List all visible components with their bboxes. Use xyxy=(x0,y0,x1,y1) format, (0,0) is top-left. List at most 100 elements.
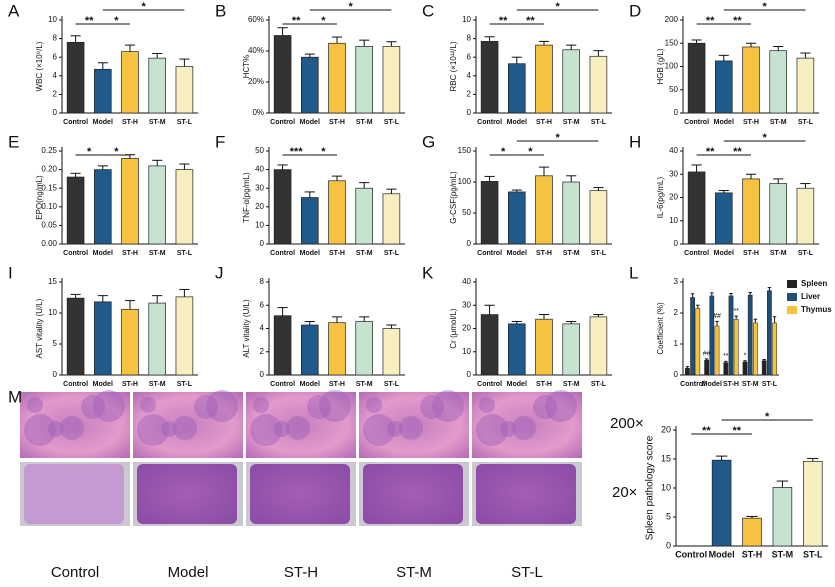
bar xyxy=(121,51,139,114)
x-tick-label: ST-H xyxy=(536,381,552,388)
legend-label: Liver xyxy=(801,292,820,301)
x-tick-label: Model xyxy=(507,381,527,388)
bar xyxy=(121,308,139,376)
bar xyxy=(589,316,608,376)
follicle xyxy=(27,397,43,413)
bar xyxy=(480,41,499,114)
x-tick-label: ST-H xyxy=(329,119,345,126)
magnification-label: 200× xyxy=(610,415,644,432)
y-axis-label: Coefficient (%) xyxy=(656,302,665,355)
x-tick-label: ST-M xyxy=(770,119,787,126)
significance-label: * xyxy=(141,1,146,13)
x-tick-label: ST-H xyxy=(122,119,138,126)
bar xyxy=(772,487,793,547)
y-axis-label: G-CSF(pg/mL) xyxy=(449,171,458,224)
bar xyxy=(480,314,499,376)
significance-label: * xyxy=(555,1,560,13)
panel-letter: L xyxy=(629,263,638,282)
x-tick-label: ST-M xyxy=(563,119,580,126)
bar xyxy=(715,60,733,114)
y-tick-label: 4 xyxy=(260,324,265,333)
significance-label: * xyxy=(528,146,533,158)
panel-letter: C xyxy=(422,1,434,20)
bar xyxy=(589,190,608,245)
x-tick-label: Control xyxy=(680,381,705,388)
follicle xyxy=(206,390,238,422)
x-tick-label: ST-M xyxy=(742,381,759,388)
micrograph-200x xyxy=(20,392,130,458)
bar xyxy=(480,181,499,245)
x-tick-label: ST-L xyxy=(591,381,607,388)
follicle xyxy=(399,416,423,440)
y-tick-label: 100 xyxy=(665,62,679,71)
significance-label: * xyxy=(87,146,92,158)
x-tick-label: Control xyxy=(63,381,88,388)
x-tick-label: Control xyxy=(270,250,295,257)
bar xyxy=(328,42,346,114)
y-tick-label: 40 xyxy=(462,277,471,286)
bar xyxy=(733,318,739,376)
y-axis-label: ALT vitality (U/L) xyxy=(242,299,251,358)
significance-label: ** xyxy=(499,15,508,27)
bar xyxy=(508,191,526,245)
y-tick-label: 0.00 xyxy=(41,239,57,248)
panel-letter: F xyxy=(215,132,225,151)
x-tick-label: ST-L xyxy=(384,119,400,126)
bar xyxy=(535,175,553,245)
follicle xyxy=(274,421,290,437)
bar xyxy=(355,45,373,114)
x-tick-label: ST-H xyxy=(536,119,552,126)
y-tick-label: 20 xyxy=(462,324,471,333)
x-tick-label: ST-H xyxy=(122,250,138,257)
y-tick-label: 2 xyxy=(674,308,679,317)
bar xyxy=(94,68,112,114)
x-tick-label: ST-L xyxy=(798,119,814,126)
x-tick-label: Control xyxy=(270,119,295,126)
significance-label: ** xyxy=(733,15,742,27)
y-tick-label: 10 xyxy=(48,15,57,24)
y-tick-label: 10 xyxy=(669,216,678,225)
x-tick-label: Control xyxy=(270,381,295,388)
bar xyxy=(742,178,760,245)
bar xyxy=(761,360,767,376)
x-tick-label: ST-M xyxy=(149,119,166,126)
bar xyxy=(796,187,815,245)
x-tick-label: Control xyxy=(63,250,88,257)
annotation: ** xyxy=(733,308,739,315)
x-tick-label: ST-M xyxy=(149,381,166,388)
follicle xyxy=(479,397,495,413)
y-tick-label: 2 xyxy=(467,90,472,99)
bar xyxy=(704,359,709,376)
y-tick-label: 20% xyxy=(248,77,264,86)
y-tick-label: 10 xyxy=(462,347,471,356)
bar xyxy=(690,297,695,376)
y-axis-label: TNF-α(pg/mL) xyxy=(242,172,251,223)
y-axis-label: IL-6(pg/mL) xyxy=(656,176,665,218)
y-tick-label: 6 xyxy=(260,300,265,309)
x-tick-label: Control xyxy=(63,119,88,126)
micrograph-20x xyxy=(476,464,576,524)
follicle xyxy=(250,414,282,446)
significance-label: *** xyxy=(290,146,304,158)
bar xyxy=(714,325,720,376)
bar xyxy=(301,56,319,114)
y-tick-label: 40 xyxy=(255,165,264,174)
x-tick-label: Control xyxy=(684,119,709,126)
bar xyxy=(711,459,732,547)
y-tick-label: 0 xyxy=(467,108,472,117)
x-tick-label: Control xyxy=(477,250,502,257)
panel-letter: E xyxy=(8,132,19,151)
micrograph-200x xyxy=(133,392,243,458)
bar xyxy=(709,295,715,376)
y-axis-label: EPO(ng/mL) xyxy=(35,175,44,220)
bar xyxy=(796,57,815,114)
bar xyxy=(121,158,139,245)
follicle xyxy=(387,421,403,437)
y-tick-label: 150 xyxy=(458,146,472,155)
significance-label: * xyxy=(555,132,560,144)
bar xyxy=(747,294,753,376)
bar xyxy=(685,367,690,376)
bar xyxy=(742,46,760,114)
y-axis-label: AST vitality (U/L) xyxy=(35,298,44,358)
